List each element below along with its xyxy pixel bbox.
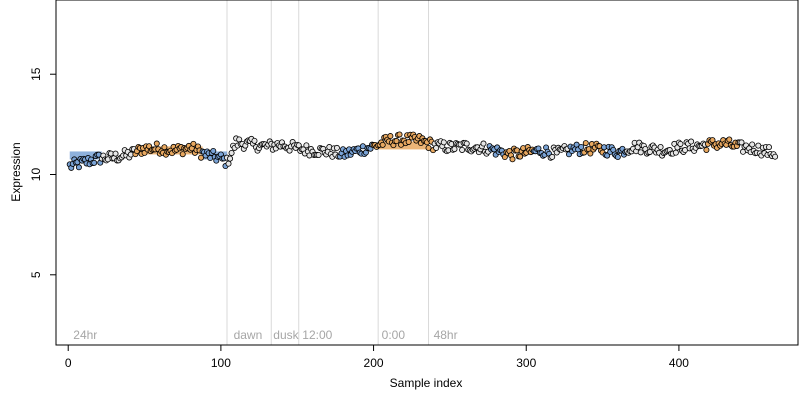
data-point [709, 137, 716, 144]
data-point [179, 151, 186, 158]
data-point [295, 142, 302, 149]
x-tick-label: 400 [669, 356, 689, 370]
data-point [251, 137, 258, 144]
y-tick-label: 10 [29, 168, 43, 182]
x-tick-label: 0 [65, 356, 72, 370]
data-point [433, 144, 440, 151]
data-point [480, 140, 487, 147]
data-point [509, 156, 516, 163]
data-point [587, 150, 594, 157]
data-point [440, 139, 447, 146]
data-point [225, 160, 232, 167]
data-point [677, 140, 684, 147]
data-point [405, 138, 412, 145]
data-point [749, 141, 756, 148]
data-point [726, 136, 733, 143]
x-tick-label: 200 [364, 356, 384, 370]
data-point [333, 144, 340, 151]
data-point [738, 139, 745, 146]
phase-annotation-label: 0:00 [382, 328, 406, 342]
data-point [153, 140, 160, 147]
phase-annotation-label: dawn [234, 328, 263, 342]
data-point [672, 149, 679, 156]
data-point [765, 144, 772, 151]
data-point [688, 138, 695, 145]
data-point [517, 153, 524, 160]
data-point [112, 150, 119, 157]
data-point [228, 149, 235, 156]
data-point [379, 141, 386, 148]
data-point [210, 147, 217, 154]
data-point [578, 143, 585, 150]
x-tick-label: 300 [516, 356, 536, 370]
phase-annotation-label: dusk [273, 328, 299, 342]
data-point [657, 144, 664, 151]
y-axis-label: Expression [9, 142, 23, 201]
x-tick-label: 100 [211, 356, 231, 370]
data-point [703, 146, 710, 153]
data-point [75, 164, 82, 171]
data-point [772, 153, 779, 160]
region-mean-segment [69, 151, 102, 160]
data-point [393, 138, 400, 145]
data-point [227, 155, 234, 162]
data-point [190, 140, 197, 147]
data-point [91, 159, 98, 166]
data-point [396, 131, 403, 138]
phase-annotation-label: 48hr [434, 328, 458, 342]
phase-annotation-label: 24hr [73, 328, 97, 342]
plot-frame [55, 0, 799, 346]
data-point [646, 148, 653, 155]
data-point [387, 133, 394, 140]
data-point [463, 140, 470, 147]
y-tick-label: 15 [29, 67, 43, 81]
data-point [451, 146, 458, 153]
data-point [161, 144, 168, 151]
data-point [614, 154, 621, 161]
data-point [637, 149, 644, 156]
y-tick-label: 5 [29, 271, 43, 278]
data-point [459, 146, 466, 153]
data-point [549, 153, 556, 160]
data-point [582, 140, 589, 147]
phase-annotation-label: 12:00 [302, 328, 332, 342]
data-point [315, 151, 322, 158]
x-axis-label: Sample index [390, 376, 463, 390]
data-point [303, 142, 310, 149]
